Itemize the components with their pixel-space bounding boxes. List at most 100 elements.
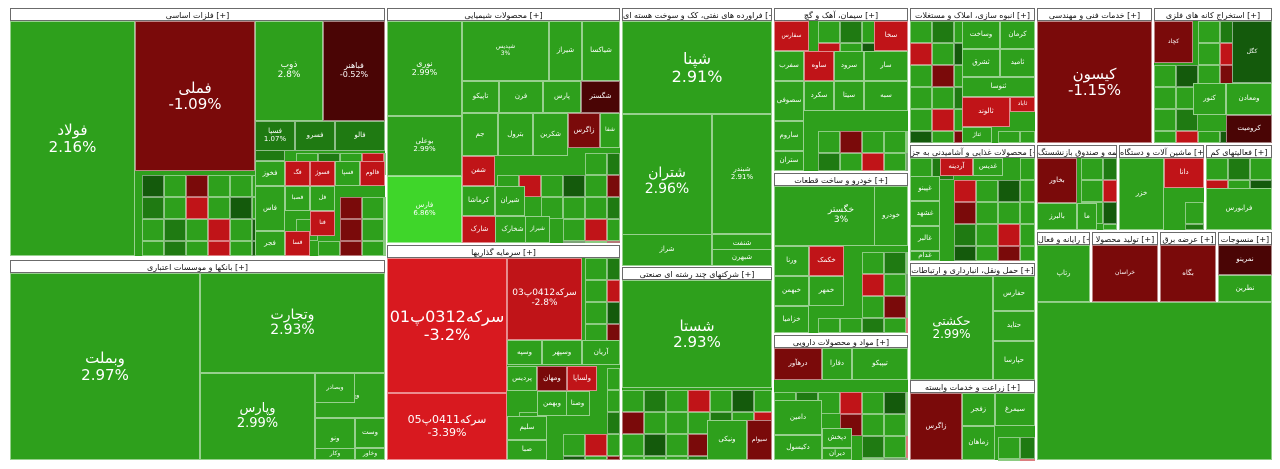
small-stock-tile[interactable] xyxy=(1020,180,1035,202)
stock-cell[interactable]: شخارک xyxy=(495,216,530,243)
stock-cell[interactable]: سرکه0411پ05 -3.39% xyxy=(387,393,507,460)
stock-cell[interactable]: سبه xyxy=(864,81,908,111)
stock-cell[interactable]: کرماشا xyxy=(462,186,495,216)
stock-cell[interactable]: فسرو xyxy=(295,121,335,151)
stock-cell[interactable]: دفارا xyxy=(822,348,852,380)
stock-cell[interactable]: سفارس xyxy=(774,21,809,51)
stock-cell[interactable]: سفرب xyxy=(774,51,804,81)
small-stock-tile[interactable] xyxy=(906,296,908,318)
stock-cell[interactable]: سیوام xyxy=(747,420,772,460)
stock-cell[interactable]: فخوز xyxy=(255,161,285,186)
small-stock-tile[interactable] xyxy=(208,241,230,256)
stock-cell[interactable]: فارس 6.86% xyxy=(387,176,462,243)
stock-cell[interactable]: سیمرغ xyxy=(995,393,1035,426)
small-stock-tile[interactable] xyxy=(644,412,666,434)
small-stock-tile[interactable] xyxy=(906,436,908,458)
small-stock-tile[interactable] xyxy=(1206,158,1228,180)
sector-title[interactable]: استخراج کانه های فلزی [+] xyxy=(1154,8,1272,21)
small-stock-tile[interactable] xyxy=(976,202,998,224)
stock-cell[interactable]: پردیس xyxy=(507,366,537,391)
small-stock-tile[interactable] xyxy=(607,197,620,219)
stock-cell[interactable]: شیاکسا xyxy=(582,21,620,81)
small-stock-tile[interactable] xyxy=(563,434,585,456)
stock-cell[interactable]: فنا xyxy=(310,211,335,236)
sector-title[interactable]: انبوه سازی، املاک و مستغلات [+] xyxy=(910,8,1035,21)
small-stock-tile[interactable] xyxy=(1154,65,1176,87)
sector-title[interactable]: فلزات اساسی [+] xyxy=(10,8,385,21)
small-stock-tile[interactable] xyxy=(1176,65,1198,87)
stock-cell[interactable]: وبملت 2.97% xyxy=(10,273,200,460)
stock-cell[interactable]: شکربن xyxy=(533,113,568,156)
stock-cell[interactable]: شبهرن xyxy=(712,249,772,266)
small-stock-tile[interactable] xyxy=(1154,131,1176,143)
sector-title[interactable]: فعالیتهای کم [+] xyxy=(1206,145,1272,158)
small-stock-tile[interactable] xyxy=(164,197,186,219)
small-stock-tile[interactable] xyxy=(998,437,1020,459)
stock-cell[interactable]: شتران 2.96% xyxy=(622,114,712,249)
stock-cell[interactable]: حپارسا xyxy=(993,341,1035,380)
small-stock-tile[interactable] xyxy=(1103,224,1117,230)
small-stock-tile[interactable] xyxy=(754,390,772,412)
sector-title[interactable]: رایانه و فعال [+] xyxy=(1037,232,1090,245)
small-stock-tile[interactable] xyxy=(840,318,862,333)
sector-title[interactable]: بانکها و موسسات اعتباری [+] xyxy=(10,260,385,273)
small-stock-tile[interactable] xyxy=(1176,109,1198,131)
stock-cell[interactable]: ثنوسا xyxy=(962,77,1035,97)
stock-cell[interactable]: تاپیکو xyxy=(462,81,499,113)
stock-cell[interactable]: صبا xyxy=(507,440,547,460)
small-stock-tile[interactable] xyxy=(1228,158,1250,180)
stock-cell[interactable]: بالبرز xyxy=(1037,203,1077,230)
small-stock-tile[interactable] xyxy=(164,175,186,197)
small-stock-tile[interactable] xyxy=(862,414,884,436)
stock-cell[interactable]: فگ xyxy=(285,161,310,186)
small-stock-tile[interactable] xyxy=(585,456,607,460)
stock-cell[interactable]: نوری 2.99% xyxy=(387,21,462,116)
stock-cell[interactable]: سصوفی xyxy=(774,81,804,121)
small-stock-tile[interactable] xyxy=(862,153,884,171)
small-stock-tile[interactable] xyxy=(585,219,607,241)
stock-cell[interactable]: نمرینو xyxy=(1218,245,1272,275)
stock-cell[interactable]: زاگرس xyxy=(568,113,600,148)
stock-cell[interactable]: شیراز xyxy=(549,21,582,81)
small-stock-tile[interactable] xyxy=(884,131,906,153)
stock-cell[interactable]: غالبر xyxy=(910,226,940,251)
sector-title[interactable]: حمل ونقل، انبارداری و ارتباطات [+] xyxy=(910,263,1035,276)
stock-cell[interactable]: شراز xyxy=(622,234,712,266)
small-stock-tile[interactable] xyxy=(884,252,906,274)
small-stock-tile[interactable] xyxy=(1020,224,1035,246)
small-stock-tile[interactable] xyxy=(186,197,208,219)
small-stock-tile[interactable] xyxy=(340,197,362,219)
small-stock-tile[interactable] xyxy=(1020,437,1035,459)
stock-cell[interactable]: ثامید xyxy=(1000,49,1035,77)
small-stock-tile[interactable] xyxy=(954,246,976,261)
small-stock-tile[interactable] xyxy=(607,219,620,241)
small-stock-tile[interactable] xyxy=(585,153,607,175)
sector-title[interactable]: مواد و محصولات دارویی [+] xyxy=(774,335,908,348)
small-stock-tile[interactable] xyxy=(142,175,164,197)
stock-cell[interactable]: وکار xyxy=(315,448,355,460)
small-stock-tile[interactable] xyxy=(884,392,906,414)
stock-cell[interactable]: حکشتی 2.99% xyxy=(910,276,993,380)
stock-cell[interactable]: شپنا 2.91% xyxy=(622,21,772,114)
stock-cell[interactable]: غپینو xyxy=(910,176,940,201)
stock-cell[interactable]: پارس xyxy=(543,81,581,113)
stock-cell[interactable]: سرکه0312پ01 -3.2% xyxy=(387,258,507,393)
small-stock-tile[interactable] xyxy=(1154,87,1176,109)
small-stock-tile[interactable] xyxy=(910,109,932,131)
stock-cell[interactable]: ورنا xyxy=(774,246,809,276)
small-stock-tile[interactable] xyxy=(607,412,620,434)
small-stock-tile[interactable] xyxy=(932,65,954,87)
stock-cell[interactable]: حتاید xyxy=(993,311,1035,341)
stock-cell[interactable]: دامین xyxy=(774,400,822,435)
small-stock-tile[interactable] xyxy=(818,153,840,171)
stock-cell[interactable]: فباهنر -0.52% xyxy=(323,21,385,121)
small-stock-tile[interactable] xyxy=(164,219,186,241)
stock-cell[interactable]: ولساپا xyxy=(567,366,597,391)
small-stock-tile[interactable] xyxy=(1081,158,1103,180)
small-stock-tile[interactable] xyxy=(1020,131,1035,143)
small-stock-tile[interactable] xyxy=(998,224,1020,246)
stock-cell[interactable]: آردینه xyxy=(940,158,973,176)
small-stock-tile[interactable] xyxy=(607,456,620,460)
small-stock-tile[interactable] xyxy=(362,241,384,256)
stock-cell[interactable]: بوعلی 2.99% xyxy=(387,116,462,176)
